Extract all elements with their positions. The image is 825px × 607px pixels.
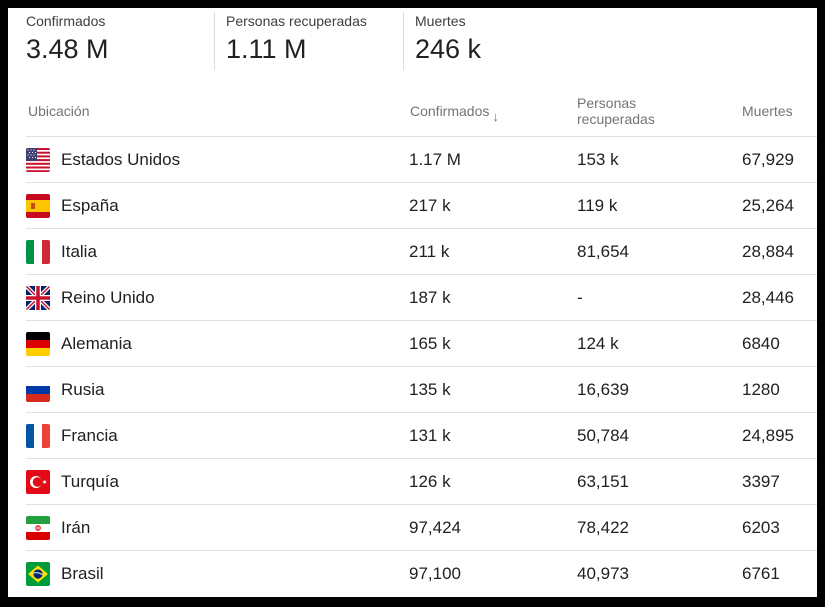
country-name: Estados Unidos (61, 150, 181, 169)
deaths-value: 1280 (742, 380, 780, 399)
recovered-value: - (577, 288, 583, 307)
recovered-value: 50,784 (577, 426, 629, 445)
country-name: Alemania (61, 334, 132, 353)
stat-recovered-label: Personas recuperadas (226, 13, 367, 29)
country-name: Italia (61, 242, 97, 261)
recovered-value: 124 k (577, 334, 619, 353)
deaths-value: 6203 (742, 518, 780, 537)
country-name: Francia (61, 426, 118, 445)
table-row[interactable]: Alemania 165 k 124 k 6840 (26, 321, 817, 367)
turkey-flag-icon (26, 470, 50, 494)
confirmed-value: 217 k (409, 196, 451, 215)
stat-confirmed-value: 3.48 M (26, 34, 109, 64)
confirmed-value: 131 k (409, 426, 451, 445)
stat-divider (214, 12, 215, 70)
table-header: Ubicación Confirmados ↓ Personas recupera… (26, 90, 817, 137)
confirmed-value: 165 k (409, 334, 451, 353)
table-row[interactable]: Italia 211 k 81,654 28,884 (26, 229, 817, 275)
table-body: Estados Unidos 1.17 M 153 k 67,929 Españ… (26, 137, 817, 597)
deaths-value: 28,446 (742, 288, 794, 307)
country-name: Rusia (61, 380, 105, 399)
deaths-value: 28,884 (742, 242, 794, 261)
header-location[interactable]: Ubicación (28, 103, 90, 119)
iran-flag-icon (26, 516, 50, 540)
confirmed-value: 1.17 M (409, 150, 461, 169)
deaths-value: 3397 (742, 472, 780, 491)
deaths-value: 6840 (742, 334, 780, 353)
brazil-flag-icon (26, 562, 50, 586)
country-name: Reino Unido (61, 288, 155, 307)
deaths-value: 24,895 (742, 426, 794, 445)
confirmed-value: 97,100 (409, 564, 461, 583)
recovered-value: 153 k (577, 150, 619, 169)
russia-flag-icon (26, 378, 50, 402)
table-row[interactable]: Estados Unidos 1.17 M 153 k 67,929 (26, 137, 817, 183)
us-flag-icon (26, 148, 50, 172)
header-deaths[interactable]: Muertes (742, 103, 793, 119)
confirmed-value: 211 k (409, 242, 450, 261)
table-row[interactable]: Turquía 126 k 63,151 3397 (26, 459, 817, 505)
deaths-value: 25,264 (742, 196, 794, 215)
country-name: España (61, 196, 119, 215)
stat-deaths-value: 246 k (415, 34, 482, 64)
deaths-value: 67,929 (742, 150, 794, 169)
location-table: Ubicación Confirmados ↓ Personas recupera… (26, 90, 817, 597)
summary-stats: Confirmados 3.48 M Personas recuperadas … (8, 8, 817, 72)
confirmed-value: 135 k (409, 380, 451, 399)
deaths-value: 6761 (742, 564, 780, 583)
stat-recovered-value: 1.11 M (226, 34, 307, 64)
header-recovered[interactable]: Personas recuperadas (577, 95, 655, 127)
table-row[interactable]: España 217 k 119 k 25,264 (26, 183, 817, 229)
stat-confirmed: Confirmados 3.48 M (26, 12, 109, 70)
recovered-value: 119 k (577, 196, 618, 215)
stat-deaths: Muertes 246 k (415, 12, 481, 70)
recovered-value: 78,422 (577, 518, 629, 537)
germany-flag-icon (26, 332, 50, 356)
recovered-value: 16,639 (577, 380, 629, 399)
sort-down-arrow-icon: ↓ (492, 109, 499, 124)
header-confirmed[interactable]: Confirmados ↓ (410, 103, 499, 124)
recovered-value: 63,151 (577, 472, 629, 491)
confirmed-value: 187 k (409, 288, 451, 307)
table-row[interactable]: Brasil 97,100 40,973 6761 (26, 551, 817, 597)
stat-confirmed-label: Confirmados (26, 13, 106, 29)
stat-deaths-label: Muertes (415, 13, 466, 29)
header-confirmed-label: Confirmados (410, 103, 490, 119)
country-name: Irán (61, 518, 91, 537)
stat-recovered: Personas recuperadas 1.11 M (226, 12, 367, 70)
table-row[interactable]: Francia 131 k 50,784 24,895 (26, 413, 817, 459)
confirmed-value: 126 k (409, 472, 451, 491)
country-name: Turquía (61, 472, 119, 491)
stat-divider (403, 12, 404, 70)
recovered-value: 81,654 (577, 242, 629, 261)
uk-flag-icon (26, 286, 50, 310)
covid-stats-panel: Confirmados 3.48 M Personas recuperadas … (8, 8, 817, 597)
table-row[interactable]: Irán 97,424 78,422 6203 (26, 505, 817, 551)
table-row[interactable]: Rusia 135 k 16,639 1280 (26, 367, 817, 413)
spain-flag-icon (26, 194, 50, 218)
table-row[interactable]: Reino Unido 187 k - 28,446 (26, 275, 817, 321)
recovered-value: 40,973 (577, 564, 629, 583)
france-flag-icon (26, 424, 50, 448)
italy-flag-icon (26, 240, 50, 264)
confirmed-value: 97,424 (409, 518, 461, 537)
country-name: Brasil (61, 564, 104, 583)
